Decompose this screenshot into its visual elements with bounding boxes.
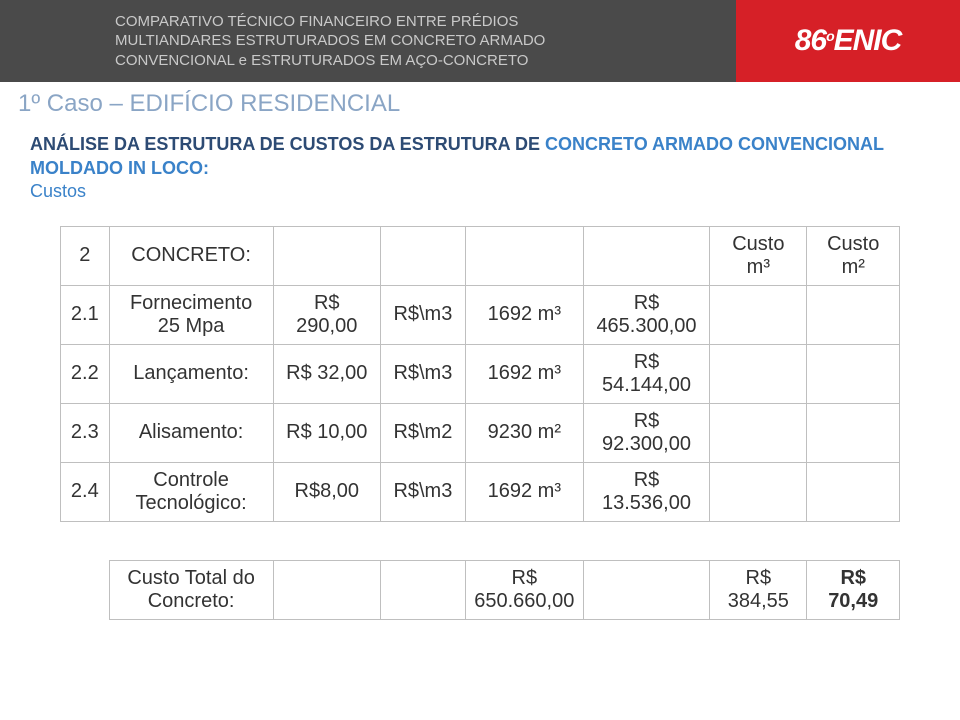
cell-unitprice: R$ 290,00 [273,285,380,344]
spacer-row [61,521,900,560]
header-line1: COMPARATIVO TÉCNICO FINANCEIRO ENTRE PRÉ… [115,13,518,30]
header-line3: CONVENCIONAL e ESTRUTURADOS EM AÇO-CONCR… [115,52,528,69]
cell-sum: R$ 92.300,00 [583,403,709,462]
table-header-row: 2 CONCRETO: Custo m³ Custo m² [61,226,900,285]
tot-empty3 [583,560,709,619]
section-prefix: ANÁLISE DA ESTRUTURA DE CUSTOS DA ESTRUT… [30,134,545,154]
cell-m3 [710,403,807,462]
hdr-title: CONCRETO: [109,226,273,285]
tot-empty1 [273,560,380,619]
logo-number: 86 [795,24,826,57]
tot-m2: R$ 70,49 [807,560,900,619]
hdr-empty1 [273,226,380,285]
cell-m3 [710,285,807,344]
logo-text: 86oENIC [795,24,902,58]
cell-desc: Lançamento: [109,344,273,403]
table-row: 2.3 Alisamento: R$ 10,00 R$\m2 9230 m² R… [61,403,900,462]
hdr-idx: 2 [61,226,110,285]
tot-sum: R$ 650.660,00 [465,560,583,619]
logo-name: ENIC [834,24,902,57]
cell-desc: Alisamento: [109,403,273,462]
header-title: COMPARATIVO TÉCNICO FINANCEIRO ENTRE PRÉ… [115,12,545,71]
cell-unit: R$\m3 [380,344,465,403]
cell-qty: 1692 m³ [465,285,583,344]
cost-table: 2 CONCRETO: Custo m³ Custo m² 2.1 Fornec… [60,226,900,620]
tot-blank [61,560,110,619]
cell-m2 [807,403,900,462]
table-row: 2.1 Fornecimento 25 Mpa R$ 290,00 R$\m3 … [61,285,900,344]
hdr-m3: Custo m³ [710,226,807,285]
cell-unit: R$\m3 [380,285,465,344]
cell-m3 [710,344,807,403]
tot-empty2 [380,560,465,619]
logo-ordinal: o [826,28,834,44]
table-row: 2.2 Lançamento: R$ 32,00 R$\m3 1692 m³ R… [61,344,900,403]
cell-qty: 1692 m³ [465,462,583,521]
cell-unit: R$\m3 [380,462,465,521]
cell-sum: R$ 54.144,00 [583,344,709,403]
cell-desc: Controle Tecnológico: [109,462,273,521]
case-subtitle: 1º Caso – EDIFÍCIO RESIDENCIAL [18,90,960,118]
hdr-empty4 [583,226,709,285]
header-bar: COMPARATIVO TÉCNICO FINANCEIRO ENTRE PRÉ… [0,0,960,82]
cell-idx: 2.3 [61,403,110,462]
tot-m3: R$ 384,55 [710,560,807,619]
cell-idx: 2.1 [61,285,110,344]
table-row: 2.4 Controle Tecnológico: R$8,00 R$\m3 1… [61,462,900,521]
cell-m2 [807,344,900,403]
tot-label: Custo Total do Concreto: [109,560,273,619]
section-sub: Custos [30,181,930,202]
cell-unitprice: R$ 10,00 [273,403,380,462]
cell-m3 [710,462,807,521]
cell-unit: R$\m2 [380,403,465,462]
cell-m2 [807,285,900,344]
header-line2: MULTIANDARES ESTRUTURADOS EM CONCRETO AR… [115,32,545,49]
total-row: Custo Total do Concreto: R$ 650.660,00 R… [61,560,900,619]
hdr-empty2 [380,226,465,285]
cell-unitprice: R$ 32,00 [273,344,380,403]
cell-sum: R$ 465.300,00 [583,285,709,344]
hdr-m2: Custo m² [807,226,900,285]
cell-idx: 2.4 [61,462,110,521]
cell-desc: Fornecimento 25 Mpa [109,285,273,344]
cell-unitprice: R$8,00 [273,462,380,521]
event-logo: 86oENIC [736,0,960,82]
cell-sum: R$ 13.536,00 [583,462,709,521]
hdr-empty3 [465,226,583,285]
cell-idx: 2.2 [61,344,110,403]
section-title: ANÁLISE DA ESTRUTURA DE CUSTOS DA ESTRUT… [30,132,930,181]
cell-qty: 9230 m² [465,403,583,462]
cell-qty: 1692 m³ [465,344,583,403]
cell-m2 [807,462,900,521]
